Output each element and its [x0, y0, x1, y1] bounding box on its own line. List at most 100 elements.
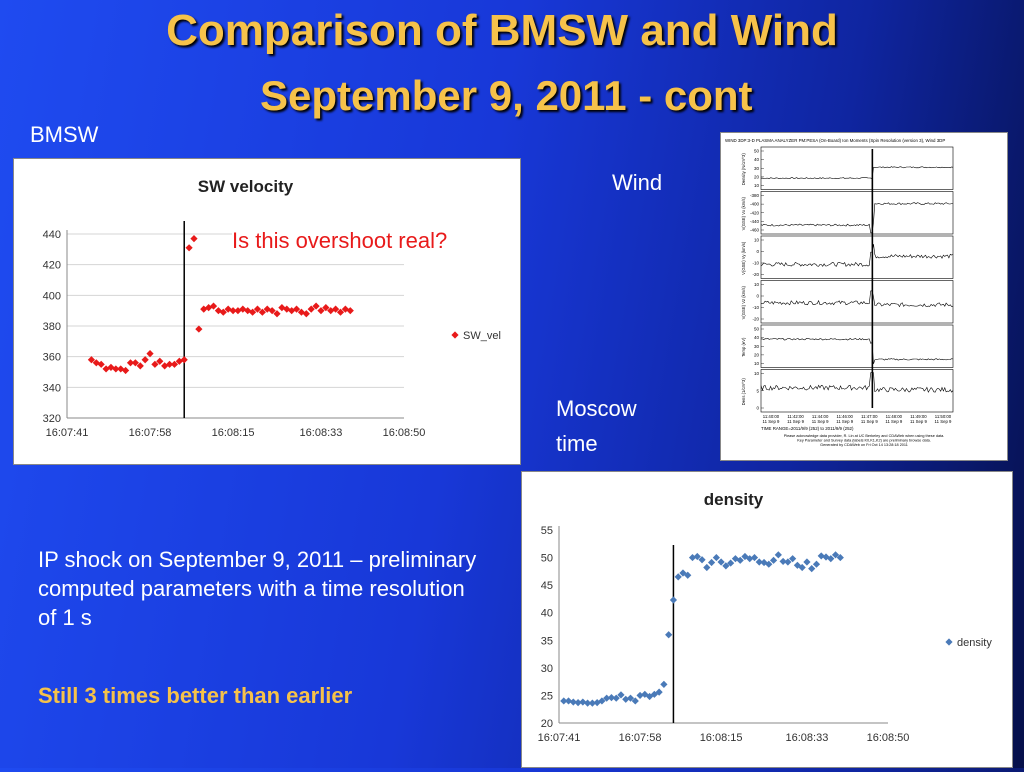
y-tick-label: 25 — [541, 690, 553, 702]
data-point — [156, 357, 164, 365]
data-point — [131, 359, 139, 367]
wind-tick-label: 10 — [754, 361, 760, 366]
y-tick-label: 50 — [541, 553, 553, 565]
wind-tick-label: 40 — [754, 157, 760, 162]
data-point — [346, 307, 354, 315]
wind-time-tick: 11:50:00 — [935, 414, 952, 419]
data-point — [669, 596, 678, 604]
data-point — [817, 552, 825, 560]
wind-footer: Please acknowledge data provider, R. Lin… — [784, 434, 945, 438]
wind-date-tick: 11 Sep 9 — [910, 419, 927, 424]
wind-tick-label: -380 — [750, 193, 760, 198]
data-point — [297, 308, 306, 316]
wind-tick-label: -20 — [752, 272, 759, 277]
wind-tick-label: 20 — [754, 352, 760, 357]
wind-tick-label: 30 — [754, 166, 760, 171]
data-point — [322, 304, 330, 312]
data-point — [146, 350, 154, 358]
wind-header: WIND 3DP:3-D PLASMA ANALYZER PM:PESA (On… — [725, 138, 945, 143]
y-tick-label: 45 — [541, 580, 553, 592]
wind-tick-label: 10 — [754, 183, 760, 188]
wind-time-tick: 11:44:00 — [812, 414, 829, 419]
data-point — [195, 325, 203, 333]
data-point — [268, 307, 276, 315]
data-point — [746, 555, 754, 563]
x-tick-label: 16:07:58 — [129, 427, 172, 439]
data-point — [190, 235, 198, 243]
wind-trace — [761, 337, 954, 365]
wind-tick-label: -400 — [750, 202, 760, 207]
data-point — [302, 310, 310, 318]
y-tick-label: 35 — [541, 635, 553, 647]
data-point — [569, 698, 577, 706]
data-point — [584, 699, 592, 707]
data-point — [180, 356, 188, 364]
x-tick-label: 16:08:50 — [867, 732, 910, 744]
wind-trace — [760, 372, 954, 393]
data-point — [336, 308, 345, 316]
x-tick-label: 16:08:33 — [786, 732, 829, 744]
data-point — [703, 563, 711, 572]
data-point — [660, 680, 668, 688]
data-point — [793, 561, 802, 569]
label-moscow: Moscow — [556, 396, 637, 421]
wind-time-tick: 11:42:00 — [787, 414, 804, 419]
data-point — [707, 558, 716, 567]
y-tick-label: 40 — [541, 608, 553, 620]
wind-tick-label: -420 — [750, 210, 760, 215]
wind-date-tick: 11 Sep 9 — [885, 419, 902, 424]
wind-tick-label: 0 — [756, 249, 759, 254]
y-tick-label: 360 — [43, 352, 61, 364]
data-point — [631, 697, 639, 705]
data-point — [607, 694, 616, 702]
y-tick-label: 340 — [43, 382, 61, 394]
wind-subplot-frame — [760, 324, 954, 368]
data-point — [812, 560, 821, 568]
data-point — [579, 698, 587, 706]
label-wind: Wind — [612, 170, 663, 195]
data-point — [219, 308, 227, 316]
data-point — [92, 359, 100, 367]
wind-trace — [760, 166, 954, 180]
data-point — [808, 565, 816, 573]
data-point — [836, 553, 844, 562]
wind-footer: Generated by CDAWeb on Fri Oct 14 13:28:… — [820, 443, 908, 447]
conclusion-text: Still 3 times better than earlier — [38, 683, 353, 708]
legend-marker — [945, 638, 953, 646]
wind-date-tick: 11 Sep 9 — [763, 419, 780, 424]
wind-tick-label: -10 — [752, 261, 759, 266]
chart-title: SW velocity — [198, 177, 294, 196]
wind-time-tick: 11:48:00 — [886, 414, 903, 419]
data-point — [122, 366, 130, 375]
x-tick-label: 16:07:58 — [619, 732, 662, 744]
data-point — [655, 688, 663, 696]
wind-tick-label: 10 — [754, 371, 760, 376]
data-point — [248, 308, 257, 316]
density-chart: density 20 25 30 35 40 45 50 55 16:07:41 16:07:58 1… — [521, 471, 1013, 768]
x-tick-label: 16:08:15 — [700, 732, 743, 744]
sw-velocity-plot: SW velocity 320 340 360 380 400 420 440 16:07:41… — [43, 177, 501, 439]
wind-subplot-frame — [760, 146, 954, 190]
wind-tick-label: 10 — [754, 282, 760, 287]
wind-panel-label: Dens (1/cm^3) — [741, 378, 746, 406]
wind-time-tick: 11:49:00 — [910, 414, 927, 419]
wind-subplot-frame — [760, 280, 954, 324]
sw-velocity-chart: SW velocity 320 340 360 380 400 420 440 16:07:41… — [13, 158, 521, 465]
wind-panel-label: Density (N/cm^3) — [741, 153, 746, 186]
x-tick-label: 16:08:50 — [383, 427, 426, 439]
wind-tick-label: 0 — [756, 294, 759, 299]
wind-footer: Key Parameter and Survey data (labels K0… — [797, 439, 931, 443]
wind-tick-label: 50 — [754, 327, 760, 332]
legend-label: density — [957, 637, 992, 649]
wind-panel-label: Temp (eV) — [741, 337, 746, 357]
wind-tick-label: -460 — [750, 228, 760, 233]
wind-trace — [760, 290, 954, 308]
wind-time-tick: 11:47:00 — [861, 414, 878, 419]
label-bmsw: BMSW — [30, 122, 99, 147]
wind-date-tick: 11 Sep 9 — [836, 419, 853, 424]
wind-date-tick: 11 Sep 9 — [787, 419, 804, 424]
wind-tick-label: 5 — [756, 388, 759, 393]
x-tick-label: 16:08:33 — [300, 427, 343, 439]
data-point — [822, 553, 830, 561]
wind-panel-label: V(GSE) Vz (km/s) — [741, 286, 746, 320]
